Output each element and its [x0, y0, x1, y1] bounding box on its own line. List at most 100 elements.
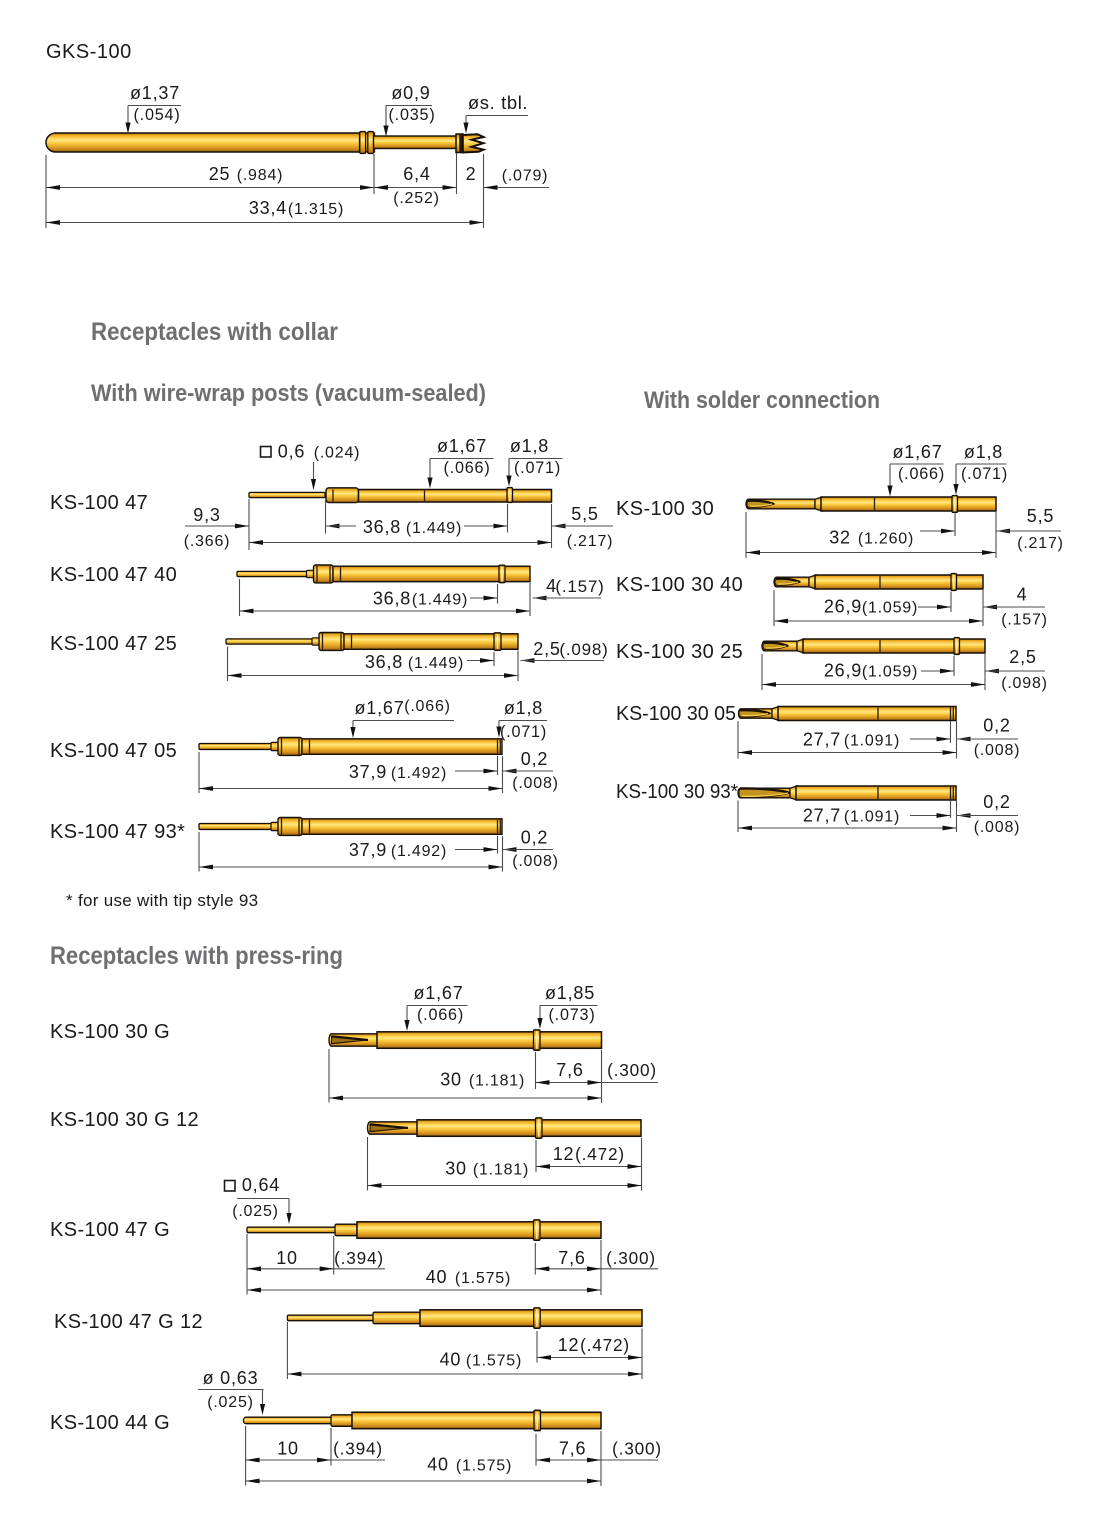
- svg-text:(.300): (.300): [607, 1060, 657, 1080]
- svg-text:(1.260): (1.260): [858, 531, 914, 548]
- svg-text:(.217): (.217): [567, 533, 614, 550]
- svg-text:KS-100 47 G: KS-100 47 G: [50, 1219, 170, 1241]
- svg-text:(1.091): (1.091): [844, 733, 900, 750]
- svg-text:(.071): (.071): [514, 459, 561, 477]
- svg-text:(1.059): (1.059): [862, 600, 918, 617]
- svg-text:(.300): (.300): [612, 1439, 662, 1459]
- svg-text:40: 40: [426, 1267, 448, 1287]
- svg-text:With solder connection: With solder connection: [644, 387, 880, 414]
- svg-text:26,9: 26,9: [824, 661, 862, 681]
- svg-text:(.024): (.024): [314, 445, 361, 462]
- svg-text:(.217): (.217): [1017, 535, 1064, 552]
- svg-text:KS-100 30: KS-100 30: [616, 498, 714, 520]
- svg-text:ø1,37: ø1,37: [130, 83, 180, 103]
- svg-text:Receptacles with press-ring: Receptacles with press-ring: [50, 942, 343, 970]
- svg-text:2: 2: [466, 164, 477, 184]
- svg-text:(.071): (.071): [961, 465, 1008, 483]
- svg-text:(.098): (.098): [559, 640, 608, 659]
- svg-text:(.066): (.066): [443, 459, 490, 477]
- svg-text:(.066): (.066): [404, 698, 451, 715]
- svg-text:27,7: 27,7: [803, 806, 841, 826]
- svg-text:0,2: 0,2: [521, 828, 548, 848]
- svg-text:With wire-wrap posts (vacuum-s: With wire-wrap posts (vacuum-sealed): [91, 380, 486, 407]
- svg-text:(.025): (.025): [232, 1203, 279, 1220]
- svg-text:(1.575): (1.575): [466, 1353, 522, 1370]
- svg-text:0,64: 0,64: [242, 1175, 280, 1195]
- svg-text:(1.575): (1.575): [455, 1270, 511, 1287]
- svg-text:(.025): (.025): [207, 1394, 254, 1411]
- svg-text:32: 32: [829, 528, 851, 548]
- svg-text:(.008): (.008): [512, 775, 559, 792]
- svg-text:(.066): (.066): [898, 465, 945, 483]
- svg-text:(.008): (.008): [974, 742, 1021, 759]
- svg-text:(1.449): (1.449): [406, 520, 462, 537]
- svg-text:GKS-100: GKS-100: [46, 41, 132, 63]
- svg-text:(1.059): (1.059): [862, 664, 918, 681]
- svg-text:ø1,67: ø1,67: [892, 442, 942, 462]
- svg-text:7,6: 7,6: [556, 1060, 583, 1080]
- svg-text:30: 30: [440, 1070, 462, 1090]
- svg-text:6,4: 6,4: [403, 164, 430, 184]
- svg-text:(1.492): (1.492): [391, 765, 447, 782]
- svg-text:(.079): (.079): [502, 168, 549, 185]
- svg-text:25: 25: [209, 164, 231, 184]
- svg-text:(.157): (.157): [1001, 612, 1048, 629]
- svg-text:ø1,8: ø1,8: [510, 436, 549, 456]
- svg-text:ø1,8: ø1,8: [504, 698, 543, 718]
- svg-text:KS-100 30 G 12: KS-100 30 G 12: [50, 1109, 199, 1131]
- svg-text:ø1,8: ø1,8: [964, 442, 1003, 462]
- svg-text:KS-100 47 25: KS-100 47 25: [50, 633, 177, 655]
- svg-text:(.098): (.098): [1001, 675, 1048, 692]
- svg-text:øs. tbl.: øs. tbl.: [468, 92, 528, 113]
- svg-text:7,6: 7,6: [559, 1439, 586, 1459]
- svg-text:(.008): (.008): [974, 819, 1021, 836]
- svg-text:(.054): (.054): [133, 106, 180, 124]
- svg-text:9,3: 9,3: [193, 505, 220, 525]
- svg-text:KS-100 30 G: KS-100 30 G: [50, 1021, 170, 1043]
- svg-text:4: 4: [1017, 585, 1028, 605]
- svg-text:7,6: 7,6: [558, 1248, 585, 1268]
- svg-text:KS-100 30 93*: KS-100 30 93*: [616, 781, 738, 803]
- svg-text:(.157): (.157): [555, 577, 604, 596]
- svg-text:KS-100 47 93*: KS-100 47 93*: [50, 821, 185, 843]
- svg-text:(.071): (.071): [500, 723, 547, 741]
- svg-text:33,4: 33,4: [249, 198, 287, 218]
- svg-text:KS-100 47 05: KS-100 47 05: [50, 740, 177, 762]
- svg-text:KS-100 47 40: KS-100 47 40: [50, 564, 177, 586]
- svg-text:37,9: 37,9: [349, 840, 387, 860]
- svg-text:10: 10: [276, 1248, 298, 1268]
- svg-text:KS-100 30 05: KS-100 30 05: [616, 703, 736, 725]
- svg-text:36,8: 36,8: [365, 652, 403, 672]
- svg-text:0,2: 0,2: [983, 792, 1010, 812]
- svg-text:10: 10: [277, 1439, 299, 1459]
- svg-text:12: 12: [553, 1144, 575, 1164]
- svg-text:ø1,85: ø1,85: [545, 983, 595, 1003]
- svg-text:(.472): (.472): [580, 1335, 630, 1355]
- svg-text:(1.449): (1.449): [408, 655, 464, 672]
- svg-text:37,9: 37,9: [349, 762, 387, 782]
- svg-text:(.984): (.984): [237, 167, 284, 184]
- svg-text:(1.181): (1.181): [473, 1162, 529, 1179]
- svg-text:(.366): (.366): [184, 533, 231, 550]
- svg-text:KS-100 44 G: KS-100 44 G: [50, 1412, 170, 1434]
- svg-text:KS-100 30 40: KS-100 30 40: [616, 574, 743, 596]
- svg-text:(.073): (.073): [548, 1006, 595, 1024]
- svg-text:0,6: 0,6: [278, 442, 305, 462]
- svg-text:30: 30: [445, 1159, 467, 1179]
- svg-text:KS-100 47: KS-100 47: [50, 492, 148, 514]
- svg-text:ø 0,63: ø 0,63: [203, 1368, 259, 1388]
- svg-text:(.252): (.252): [393, 190, 440, 207]
- svg-text:Receptacles with collar: Receptacles with collar: [91, 318, 338, 346]
- svg-text:(.394): (.394): [333, 1439, 383, 1459]
- svg-text:(1.181): (1.181): [469, 1073, 525, 1090]
- svg-text:KS-100 47 G 12: KS-100 47 G 12: [54, 1311, 203, 1333]
- svg-text:(.472): (.472): [575, 1144, 625, 1164]
- svg-text:(.394): (.394): [334, 1248, 384, 1268]
- svg-text:5,5: 5,5: [571, 504, 598, 524]
- svg-text:* for use with tip style 93: * for use with tip style 93: [66, 891, 258, 910]
- svg-text:(.008): (.008): [512, 853, 559, 870]
- svg-text:(1.492): (1.492): [391, 843, 447, 860]
- svg-text:(.035): (.035): [388, 106, 435, 124]
- svg-text:ø1,67: ø1,67: [413, 983, 463, 1003]
- svg-text:5,5: 5,5: [1027, 506, 1054, 526]
